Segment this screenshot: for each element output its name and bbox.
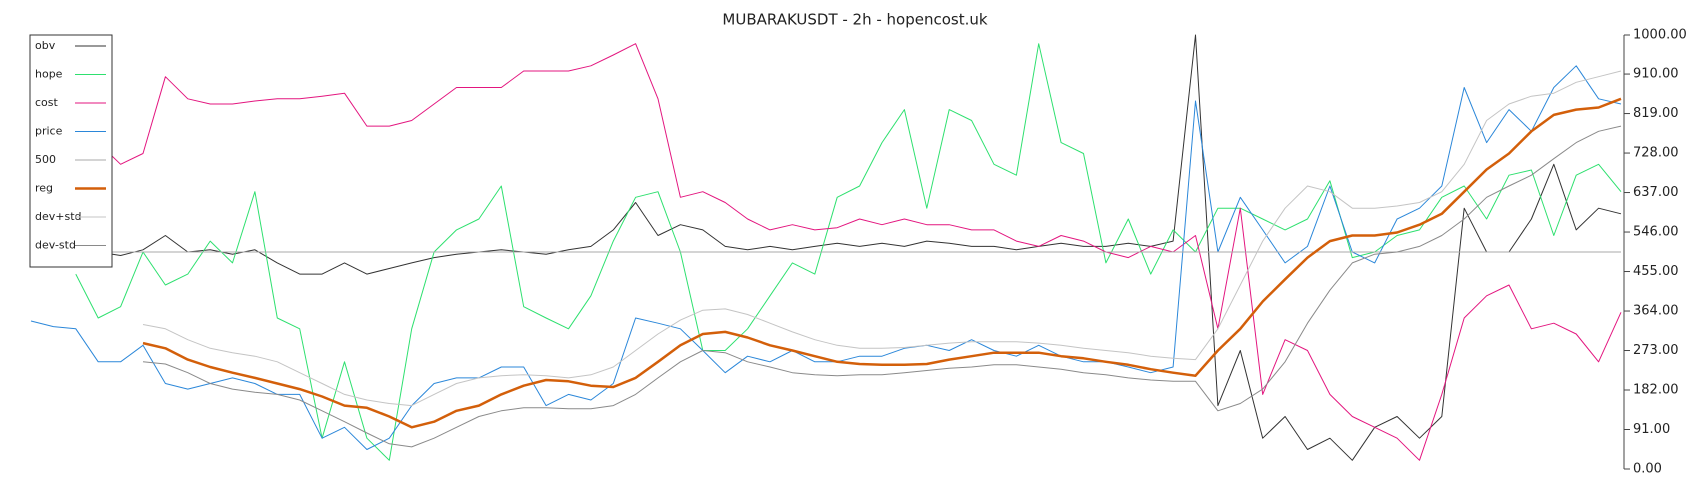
series-line <box>97 43 1622 461</box>
y-tick-label: 182.00 <box>1633 383 1679 398</box>
legend-label: cost <box>35 96 59 109</box>
series-line <box>142 97 1622 429</box>
chart-title: MUBARAKUSDT - 2h - hopencost.uk <box>722 11 987 29</box>
y-tick-label: 0.00 <box>1633 462 1662 477</box>
y-tick-label: 819.00 <box>1633 106 1679 121</box>
y-tick-label: 728.00 <box>1633 146 1679 161</box>
y-tick-label: 273.00 <box>1633 343 1679 358</box>
legend-label: obv <box>35 39 56 52</box>
legend-label: reg <box>35 182 53 195</box>
legend-label: hope <box>35 68 63 81</box>
legend-label: dev-std <box>35 239 76 252</box>
series-line <box>30 65 1622 450</box>
series-line <box>142 125 1622 448</box>
legend-box <box>29 34 113 268</box>
legend-label: price <box>35 125 63 138</box>
series-line <box>142 70 1622 407</box>
y-tick-label: 546.00 <box>1633 225 1679 240</box>
legend-label: dev+std <box>35 210 82 223</box>
y-tick-label: 1000.00 <box>1633 28 1687 43</box>
y-tick-label: 91.00 <box>1633 422 1670 437</box>
y-tick-label: 637.00 <box>1633 185 1679 200</box>
legend-label: 500 <box>35 153 56 166</box>
y-tick-label: 364.00 <box>1633 304 1679 319</box>
y-tick-label: 910.00 <box>1633 67 1679 82</box>
series-line <box>31 34 1622 461</box>
y-tick-label: 455.00 <box>1633 264 1679 279</box>
